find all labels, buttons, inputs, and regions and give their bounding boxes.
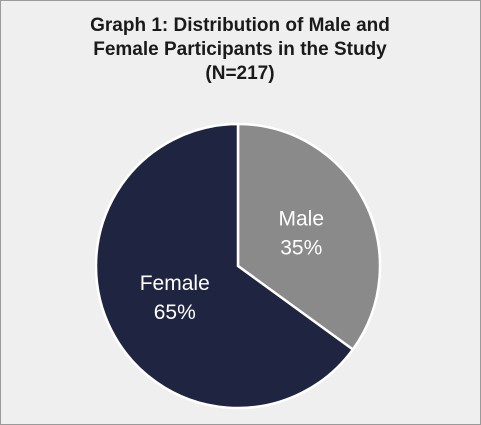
slice-value-label: 35% bbox=[280, 236, 322, 259]
title-line: Female Participants in the Study bbox=[93, 39, 387, 60]
slice-category-label: Female bbox=[140, 272, 210, 295]
title-line: (N=217) bbox=[205, 63, 274, 84]
pie: Male 35% Female 65% bbox=[94, 122, 382, 410]
title-line: Graph 1: Distribution of Male and bbox=[90, 15, 390, 36]
pie-slice bbox=[236, 122, 382, 352]
chart-title: Graph 1: Distribution of Male and Female … bbox=[90, 15, 390, 84]
slice-value-label: 65% bbox=[154, 301, 196, 324]
pie-slice bbox=[94, 122, 355, 410]
slice-category-label: Male bbox=[278, 207, 324, 230]
